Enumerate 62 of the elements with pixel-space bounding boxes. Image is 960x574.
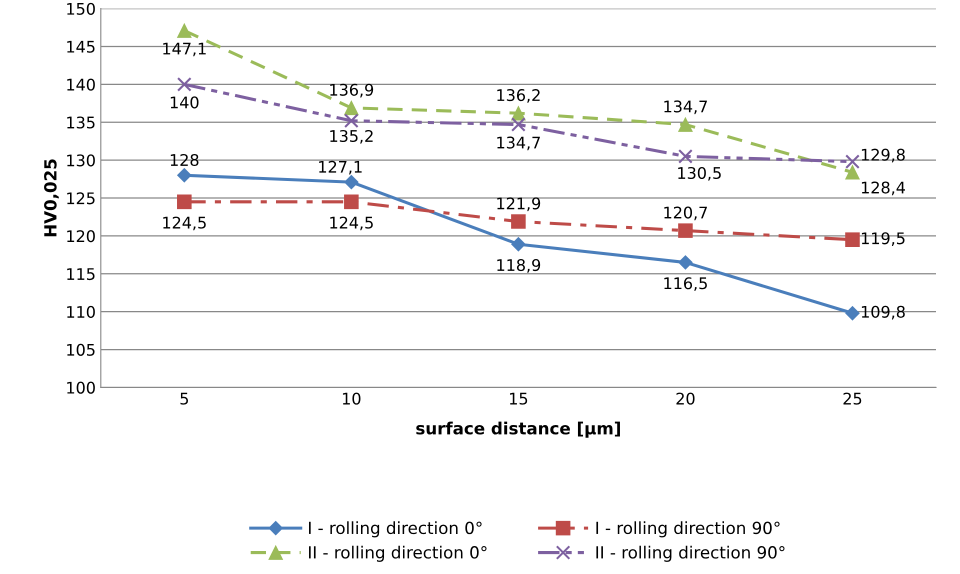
data-label: 118,9 [497,259,540,273]
data-label: 119,5 [862,232,905,246]
y-tick-label: 135 [67,116,95,129]
data-label: 147,1 [163,42,206,56]
data-label: 120,7 [664,206,707,220]
point [511,106,526,120]
data-label: 136,9 [330,84,374,98]
y-tick-label: 120 [67,230,95,242]
y-tick-label: 110 [67,306,95,318]
x-tick-label: 15 [510,392,528,405]
data-label: 127,1 [319,160,362,174]
data-label: 116,5 [664,277,707,291]
point [678,117,693,132]
point [511,117,526,132]
y-tick-label: 130 [67,154,95,166]
data-label: 128,4 [862,181,905,196]
data-label: 136,2 [497,89,540,103]
y-tick-label: 105 [67,344,95,356]
legend-label: II - rolling direction 90° [596,546,784,562]
point [511,214,526,229]
x-tick-label: 10 [342,392,360,405]
point [177,168,192,183]
y-tick-label: 150 [67,2,95,15]
data-label: 121,9 [497,197,540,212]
point [678,255,693,270]
data-label: 129,8 [862,148,905,162]
data-label: 140 [170,96,198,108]
y-axis-title: HV0,025 [44,159,59,236]
point [344,174,359,190]
point [344,100,359,116]
x-tick-label: 20 [676,392,695,405]
x-tick-label: 25 [843,392,862,405]
point [177,194,192,210]
x-tick-label: 5 [180,392,188,405]
point [845,306,860,320]
y-tick-label: 145 [67,40,95,53]
point [845,232,860,247]
point [845,154,860,169]
data-label: 130,5 [678,166,721,181]
point [678,223,693,238]
point [344,113,359,128]
point [177,23,192,38]
legend-label: I - rolling direction 90° [596,521,780,538]
y-tick-label: 140 [67,78,95,91]
y-tick-label: 100 [67,382,95,394]
data-label: 134,7 [497,136,540,150]
data-label: 134,7 [664,100,707,114]
data-label: 109,8 [862,306,905,320]
data-label: 124,5 [330,216,373,230]
x-axis-title: surface distance [µm] [416,422,620,438]
point [177,77,192,92]
y-tick-label: 115 [67,268,95,280]
data-label: 135,2 [330,130,373,144]
legend-label: I - rolling direction 0° [309,521,482,538]
data-label: 124,5 [163,216,206,230]
legend-label: II - rolling direction 0° [309,546,487,562]
point [344,194,359,210]
point [678,149,693,164]
data-label: 128 [170,154,198,166]
point [845,164,860,180]
y-tick-label: 125 [67,192,95,204]
point [511,237,526,252]
